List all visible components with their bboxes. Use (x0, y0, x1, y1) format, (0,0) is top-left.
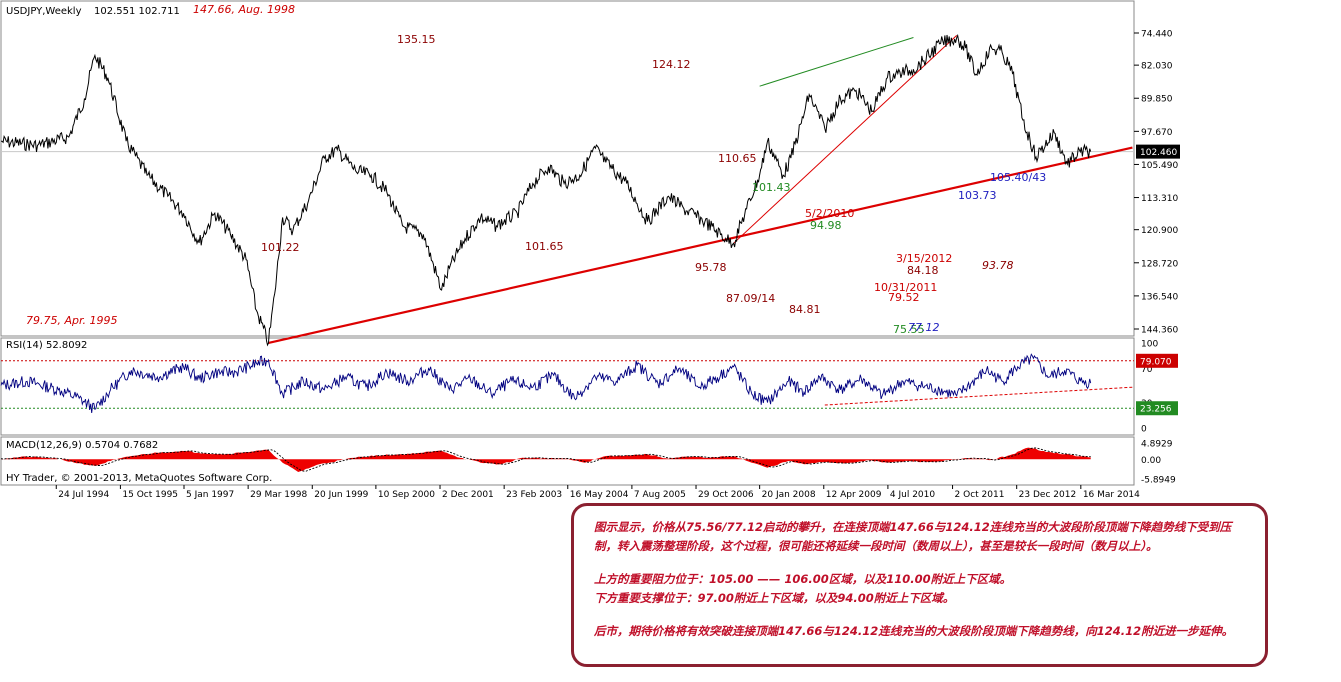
time-axis-label: 29 Mar 1998 (250, 490, 307, 500)
price-annotation: 84.18 (907, 264, 939, 277)
chart-window: 144.360 136.540 128.720 120.900 113.310 105.4… (0, 0, 1180, 500)
time-axis-label: 16 Mar 2014 (1083, 490, 1140, 500)
price-axis-label: 120.900 (1141, 226, 1178, 236)
time-axis-label: 5 Jan 1997 (186, 490, 234, 500)
price-axis-label: 113.310 (1141, 194, 1178, 204)
rsi-trendline (824, 386, 1133, 406)
time-axis-label: 16 May 2004 (570, 490, 629, 500)
time-axis-label: 20 Jun 1999 (314, 490, 368, 500)
time-axis-label: 2 Dec 2001 (442, 490, 494, 500)
price-annotation: 3/15/2012 (896, 252, 952, 265)
price-axis-label: 136.540 (1141, 292, 1178, 302)
trendline-1 (268, 146, 1133, 345)
time-axis-label: 20 Jan 2008 (762, 490, 816, 500)
current-price-badge (1136, 144, 1180, 159)
price-annotation: 105.40/43 (990, 171, 1046, 184)
price-annotation: 93.78 (982, 259, 1014, 272)
commentary-support: 下方重要支撑位于：97.00附近上下区域，以及94.00附近上下区域。 (594, 591, 955, 605)
price-axis-label: 97.670 (1141, 128, 1173, 138)
price-panel[interactable] (0, 0, 1135, 337)
price-annotation: 79.52 (888, 291, 920, 304)
price-annotation: 94.98 (810, 219, 842, 232)
price-axis-label: 74.440 (1141, 30, 1173, 40)
macd-signal-line (0, 447, 1091, 472)
price-annotation: 103.73 (958, 189, 997, 202)
price-annotation: 110.65 (718, 152, 757, 165)
price-annotation: 135.15 (397, 33, 436, 46)
rsi-axis-label: 100 (1141, 340, 1158, 350)
rsi-title: RSI(14) 52.8092 (6, 340, 87, 351)
rsi-axis-label: 0 (1141, 425, 1147, 435)
time-axis-label: 4 Jul 2010 (890, 490, 935, 500)
time-axis-label: 2 Oct 2011 (955, 490, 1005, 500)
time-axis-label: 23 Dec 2012 (1019, 490, 1077, 500)
time-axis-label: 7 Aug 2005 (634, 490, 686, 500)
commentary-box: 图示显示，价格从75.56/77.12启动的攀升，在连接顶端147.66与124… (571, 503, 1268, 667)
price-annotation: 10/31/2011 (874, 281, 937, 294)
price-annotation: 5/2/2010 (805, 207, 854, 220)
macd-title: MACD(12,26,9) 0.5704 0.7682 (6, 440, 158, 451)
trendline-3 (759, 37, 914, 87)
macd-axis-label: 0.00 (1141, 456, 1161, 466)
rsi-level-label: 23.256 (1140, 405, 1172, 415)
price-annotation: 101.22 (261, 241, 300, 254)
time-axis-label: 29 Oct 2006 (698, 490, 754, 500)
price-axis-label: 105.490 (1141, 161, 1178, 171)
rsi-axis-label: 70 (1141, 365, 1153, 375)
time-axis-label: 24 Jul 1994 (58, 490, 109, 500)
price-annotation: 124.12 (652, 58, 691, 71)
price-annotation: 79.75, Apr. 1995 (26, 314, 118, 327)
time-axis-label: 15 Oct 1995 (122, 490, 178, 500)
copyright-text: HY Trader, © 2001-2013, MetaQuotes Softw… (6, 473, 272, 484)
ohlc-header: 102.551 102.711 (94, 6, 180, 17)
current-price-label: 102.460 (1140, 148, 1177, 158)
rsi-level-badge (1136, 401, 1178, 416)
macd-axis-label: 4.8929 (1141, 440, 1173, 450)
price-series-line (1, 33, 1092, 347)
commentary-resistance: 上方的重要阻力位于：105.00 —— 106.00区域，以及110.00附近上… (594, 572, 1012, 586)
price-annotation: 147.66, Aug. 1998 (193, 3, 295, 16)
symbol-header: USDJPY,Weekly (6, 6, 82, 17)
price-annotation: 77.12 (908, 321, 940, 334)
time-axis-label: 12 Apr 2009 (826, 490, 882, 500)
price-axis-label: 82.030 (1141, 62, 1173, 72)
commentary-paragraph-1: 图示显示，价格从75.56/77.12启动的攀升，在连接顶端147.66与124… (594, 520, 1232, 553)
rsi-panel[interactable] (0, 337, 1135, 436)
price-axis-label: 128.720 (1141, 259, 1178, 269)
price-axis-label: 89.850 (1141, 95, 1173, 105)
macd-axis-label: -5.8949 (1141, 476, 1176, 486)
trendline-2 (733, 35, 958, 244)
commentary-outlook: 后市，期待价格将有效突破连接顶端147.66与124.12连线充当的大波段阶段顶… (594, 624, 1234, 638)
rsi-level-label: 79.070 (1140, 357, 1172, 367)
time-axis-label: 23 Feb 2003 (506, 490, 562, 500)
rsi-level-badge (1136, 353, 1178, 368)
price-annotation: 101.65 (525, 240, 564, 253)
price-annotation: 75.55 (893, 323, 925, 336)
price-annotation: 87.09/14 (726, 292, 775, 305)
price-annotation: 95.78 (695, 261, 727, 274)
rsi-series-line (0, 353, 1092, 414)
macd-histogram-area (1, 447, 1091, 472)
price-axis-label: 144.360 (1141, 326, 1178, 336)
price-annotation: 101.43 (752, 181, 791, 194)
price-annotation: 84.81 (789, 303, 821, 316)
time-axis-label: 10 Sep 2000 (378, 490, 435, 500)
